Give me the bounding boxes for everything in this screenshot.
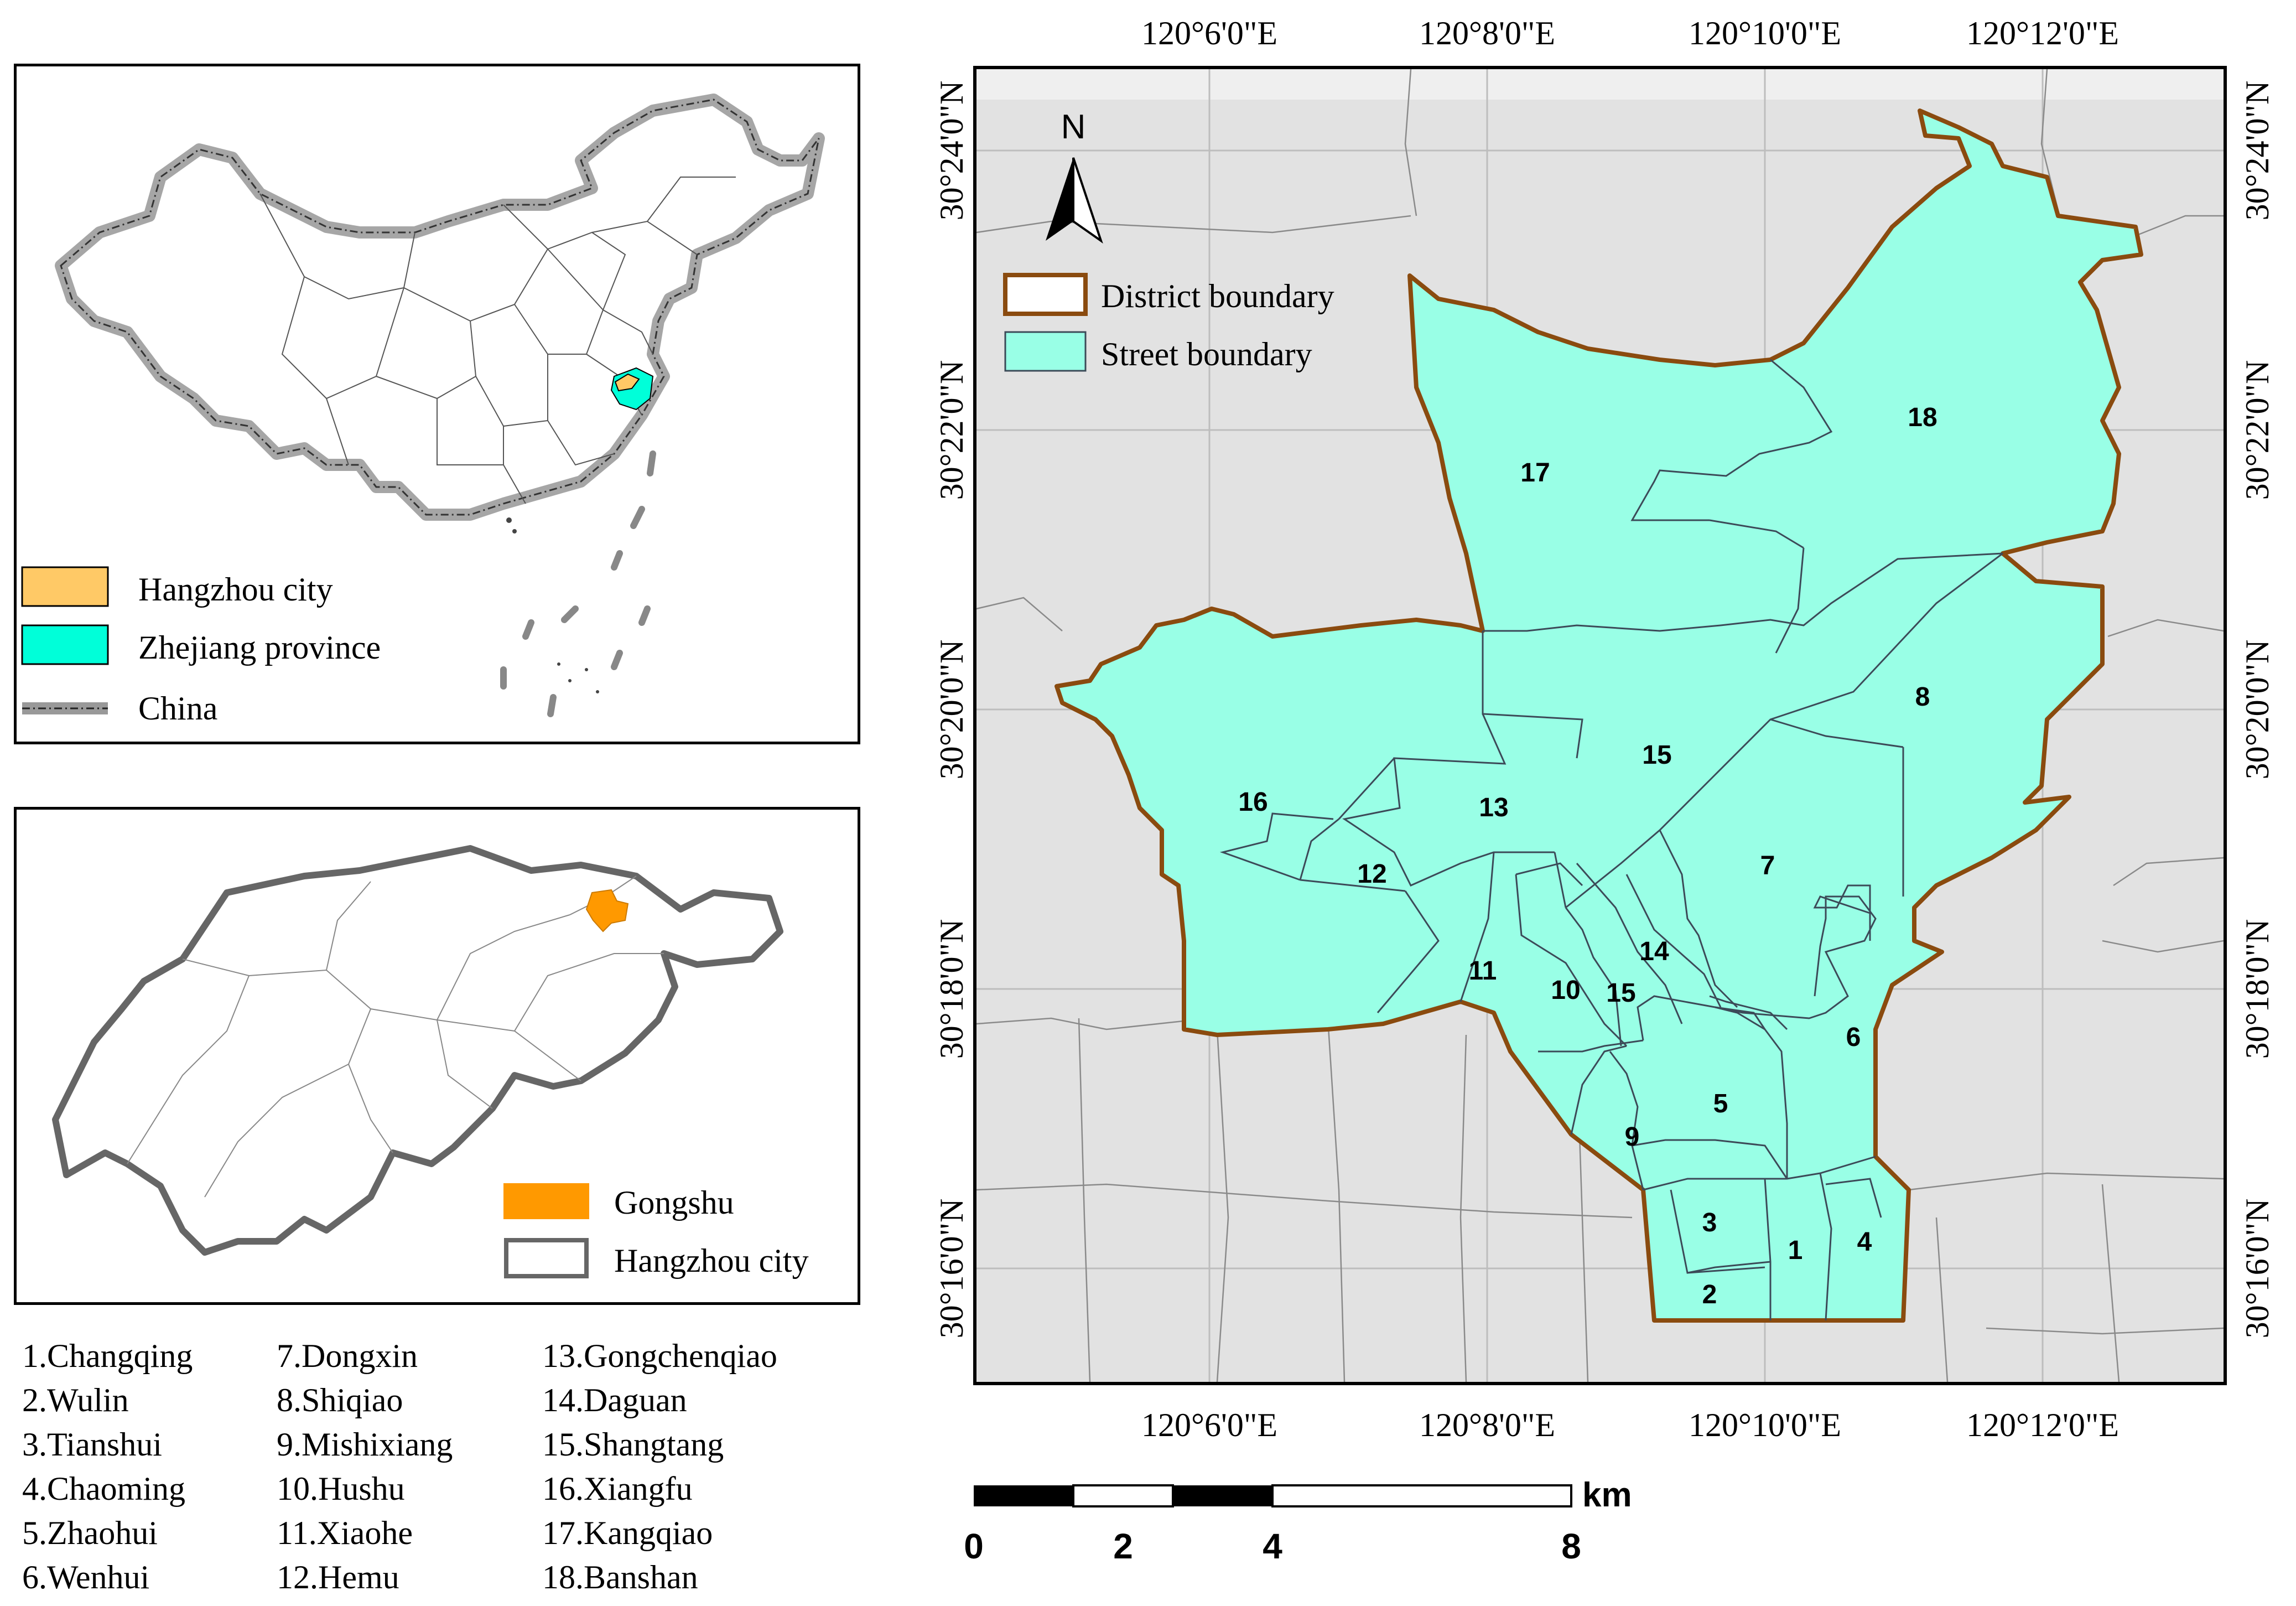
china-inset-panel: Hangzhou city Zhejiang province China [14, 64, 860, 744]
hangzhou-inset-legend: Gongshu Hangzhou city [503, 1183, 809, 1279]
label-13: 13 [1479, 793, 1508, 822]
street-item: 16.Xiangfu [542, 1470, 693, 1507]
north-arrow: N [1046, 108, 1103, 244]
street-item: 13.Gongchenqiao [542, 1338, 777, 1374]
lat-tick: 30°20'0"N [933, 640, 970, 780]
street-item: 3.Tianshui [22, 1426, 162, 1463]
label-8: 8 [1915, 682, 1930, 712]
street-item: 17.Kangqiao [542, 1515, 713, 1551]
lon-tick: 120°6'0"E [1141, 15, 1277, 51]
hangzhou-inset-map: Gongshu Hangzhou city [52, 845, 809, 1279]
street-list-col-1: 1.Changqing 2.Wulin 3.Tianshui 4.Chaomin… [22, 1334, 193, 1599]
gongshu-district-boundary [1055, 108, 2143, 1323]
county-boundaries [127, 875, 664, 1198]
street-item: 6.Wenhui [22, 1559, 150, 1595]
legend-gongshu-label: Gongshu [614, 1184, 734, 1221]
legend-zhejiang-label: Zhejiang province [138, 629, 381, 666]
lon-ticks-top: 120°6'0"E 120°8'0"E 120°10'0"E 120°12'0"… [1141, 15, 2119, 51]
label-10: 10 [1551, 976, 1580, 1005]
label-15: 15 [1642, 740, 1671, 770]
lat-ticks-left: 30°24'0"N 30°22'0"N 30°20'0"N 30°18'0"N … [933, 81, 970, 1339]
lat-tick: 30°18'0"N [2239, 919, 2276, 1059]
label-4: 4 [1857, 1227, 1872, 1257]
lat-tick: 30°24'0"N [2239, 81, 2276, 221]
label-12: 12 [1357, 859, 1386, 889]
gongshu-district [585, 889, 629, 932]
street-item: 14.Daguan [542, 1382, 687, 1418]
lon-ticks-bottom: 120°6'0"E 120°8'0"E 120°10'0"E 120°12'0"… [1141, 1407, 2119, 1443]
lat-tick: 30°16'0"N [2239, 1199, 2276, 1339]
label-17: 17 [1520, 458, 1550, 488]
legend-hangzhou-city-label-2: Hangzhou city [614, 1242, 809, 1279]
lat-tick: 30°20'0"N [2239, 640, 2276, 780]
street-item: 8.Shiqiao [277, 1382, 403, 1418]
lat-tick: 30°22'0"N [2239, 360, 2276, 500]
lon-tick: 120°6'0"E [1141, 1407, 1277, 1443]
street-item: 7.Dongxin [277, 1338, 418, 1374]
street-list-col-3: 13.Gongchenqiao 14.Daguan 15.Shangtang 1… [542, 1334, 777, 1599]
lon-tick: 120°10'0"E [1689, 1407, 1841, 1443]
scale-bar: km 0 2 4 8 [964, 1476, 1632, 1566]
street-item: 4.Chaoming [22, 1470, 185, 1507]
street-boundaries [1219, 359, 2003, 1321]
scale-tick-0: 0 [964, 1526, 984, 1566]
label-9: 9 [1625, 1122, 1640, 1152]
lon-tick: 120°12'0"E [1966, 15, 2119, 51]
legend-district-boundary-label: District boundary [1101, 278, 1334, 314]
street-item: 12.Hemu [277, 1559, 399, 1595]
legend-hangzhou-city-label: Hangzhou city [138, 571, 333, 608]
lat-tick: 30°24'0"N [933, 81, 970, 221]
label-6: 6 [1846, 1023, 1861, 1052]
lon-tick: 120°8'0"E [1419, 15, 1555, 51]
label-3: 3 [1702, 1208, 1717, 1237]
scale-unit: km [1582, 1476, 1632, 1514]
legend-street-boundary-label: Street boundary [1101, 336, 1312, 372]
legend-china-label: China [138, 690, 217, 727]
label-7: 7 [1760, 851, 1775, 880]
label-18: 18 [1908, 403, 1937, 432]
label-11: 11 [1469, 956, 1497, 986]
street-item: 9.Mishixiang [277, 1426, 453, 1463]
north-arrow-label: N [1061, 108, 1086, 146]
scale-tick-8: 8 [1561, 1526, 1581, 1566]
street-item: 2.Wulin [22, 1382, 129, 1418]
hangzhou-outline [52, 845, 783, 1256]
label-14: 14 [1639, 937, 1669, 966]
hangzhou-inset-panel: Gongshu Hangzhou city [14, 807, 860, 1305]
china-inset-map: Hangzhou city Zhejiang province China [21, 94, 825, 727]
label-2: 2 [1702, 1280, 1717, 1309]
lat-tick: 30°16'0"N [933, 1199, 970, 1339]
hangzhou-city [614, 373, 640, 392]
lon-tick: 120°12'0"E [1966, 1407, 2119, 1443]
label-5: 5 [1713, 1089, 1728, 1118]
label-1: 1 [1788, 1236, 1803, 1265]
main-map-legend: District boundary Street boundary [1003, 273, 1334, 372]
lat-ticks-right: 30°24'0"N 30°22'0"N 30°20'0"N 30°18'0"N … [2239, 81, 2276, 1339]
south-china-sea-islands [500, 450, 656, 717]
scale-tick-2: 2 [1113, 1526, 1133, 1566]
china-inset-legend: Hangzhou city Zhejiang province China [21, 566, 381, 727]
street-list-col-2: 7.Dongxin 8.Shiqiao 9.Mishixiang 10.Hush… [277, 1334, 453, 1599]
label-15b: 15 [1606, 978, 1635, 1008]
street-item: 10.Hushu [277, 1470, 405, 1507]
street-item: 5.Zhaohui [22, 1515, 158, 1551]
lat-tick: 30°18'0"N [933, 919, 970, 1059]
lon-tick: 120°10'0"E [1689, 15, 1841, 51]
street-item: 18.Banshan [542, 1559, 698, 1595]
street-number-labels: 1 2 3 4 5 6 7 8 9 10 11 12 13 14 15 15 1… [1238, 403, 1937, 1309]
lon-tick: 120°8'0"E [1419, 1407, 1555, 1443]
street-item: 1.Changqing [22, 1338, 193, 1374]
scale-tick-4: 4 [1263, 1526, 1282, 1566]
label-16: 16 [1238, 788, 1268, 817]
street-item: 11.Xiaohe [277, 1515, 413, 1551]
lat-tick: 30°22'0"N [933, 360, 970, 500]
street-item: 15.Shangtang [542, 1426, 724, 1463]
